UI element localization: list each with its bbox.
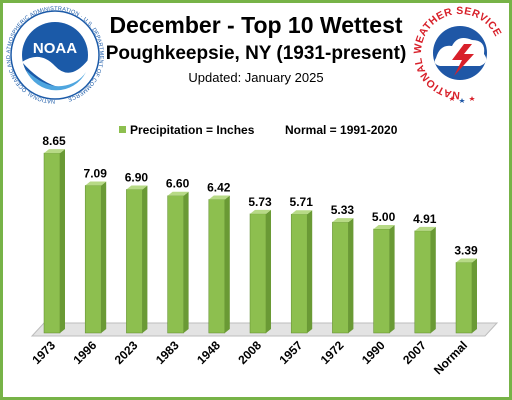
bar-top-1972: [332, 218, 354, 223]
bar-side-1948: [224, 195, 230, 333]
bar-side-1996: [101, 181, 107, 333]
bar-side-2008: [266, 209, 271, 333]
tick-label-1972: 1972: [318, 338, 347, 367]
bar-top-1990: [373, 225, 395, 229]
bar-2007: [414, 230, 432, 334]
bar-side-1990: [389, 225, 395, 333]
value-label-1996: 7.09: [84, 167, 108, 181]
bar-side-2007: [430, 226, 436, 333]
value-label-1973: 8.65: [42, 134, 66, 148]
bar-1972: [332, 221, 349, 334]
bar-side-2023: [142, 185, 148, 333]
value-label-1983: 6.60: [166, 177, 190, 191]
tick-label-1948: 1948: [194, 338, 223, 367]
nws-logo-icon: NATIONAL WEATHER SERVICE: [412, 5, 506, 103]
legend-entry-precipitation: Precipitation = Inches: [130, 123, 255, 137]
tick-label-1957: 1957: [277, 338, 306, 367]
bar-normal: [455, 262, 473, 334]
tick-label-1983: 1983: [153, 338, 182, 367]
tick-label-2007: 2007: [400, 338, 429, 367]
value-label-1957: 5.71: [290, 195, 314, 209]
value-label-1948: 6.42: [207, 180, 231, 194]
value-label-2008: 5.73: [248, 195, 272, 209]
bar-series: 8.65 1973 7.09 1996 6.90 2023 6.60 1983 6.42 1948…: [29, 134, 478, 377]
bar-1948: [208, 199, 226, 334]
bar-top-normal: [456, 258, 477, 263]
bar-1957: [290, 213, 308, 334]
bar-side-normal: [472, 258, 477, 333]
bar-side-1972: [348, 218, 354, 333]
tick-label-1973: 1973: [29, 338, 58, 367]
bar-top-1973: [44, 149, 65, 154]
bar-side-1957: [307, 210, 313, 333]
bar-top-2023: [126, 185, 148, 190]
bar-2008: [249, 213, 267, 334]
chart-subtitle: Poughkeepsie, NY (1931-present): [105, 43, 407, 64]
bar-top-1983: [167, 191, 189, 196]
value-label-1990: 5.00: [372, 210, 396, 224]
updated-label: Updated: January 2025: [188, 70, 324, 85]
bar-top-1957: [291, 210, 313, 215]
bar-side-1983: [183, 191, 189, 333]
chart-legend: Precipitation = Inches Normal = 1991-202…: [119, 123, 398, 137]
bar-top-1948: [208, 195, 230, 200]
tick-label-2023: 2023: [112, 338, 141, 367]
legend-entry-normal: Normal = 1991-2020: [285, 123, 398, 137]
bar-top-2007: [414, 226, 436, 231]
value-label-2023: 6.90: [125, 170, 149, 184]
tick-label-2008: 2008: [235, 338, 264, 367]
bar-top-2008: [250, 209, 271, 214]
legend-swatch: [119, 126, 126, 133]
noaa-logo-text: NOAA: [33, 40, 77, 57]
value-label-1972: 5.33: [331, 203, 355, 217]
tick-label-1990: 1990: [359, 338, 388, 367]
value-label-normal: 3.39: [454, 243, 478, 257]
bar-side-1973: [60, 149, 65, 333]
bar-2023: [126, 189, 143, 334]
tick-label-1996: 1996: [71, 338, 100, 367]
bar-top-1996: [85, 181, 107, 186]
bar-1983: [167, 195, 184, 334]
bar-1996: [84, 185, 102, 334]
bar-1973: [43, 152, 61, 334]
tick-label-normal: Normal: [431, 338, 470, 377]
bar-1990: [373, 228, 390, 334]
value-label-2007: 4.91: [413, 212, 437, 226]
noaa-logo-icon: NATIONAL OCEANIC AND ATMOSPHERIC ADMINIS…: [6, 6, 104, 104]
chart-title: December - Top 10 Wettest: [109, 12, 403, 38]
